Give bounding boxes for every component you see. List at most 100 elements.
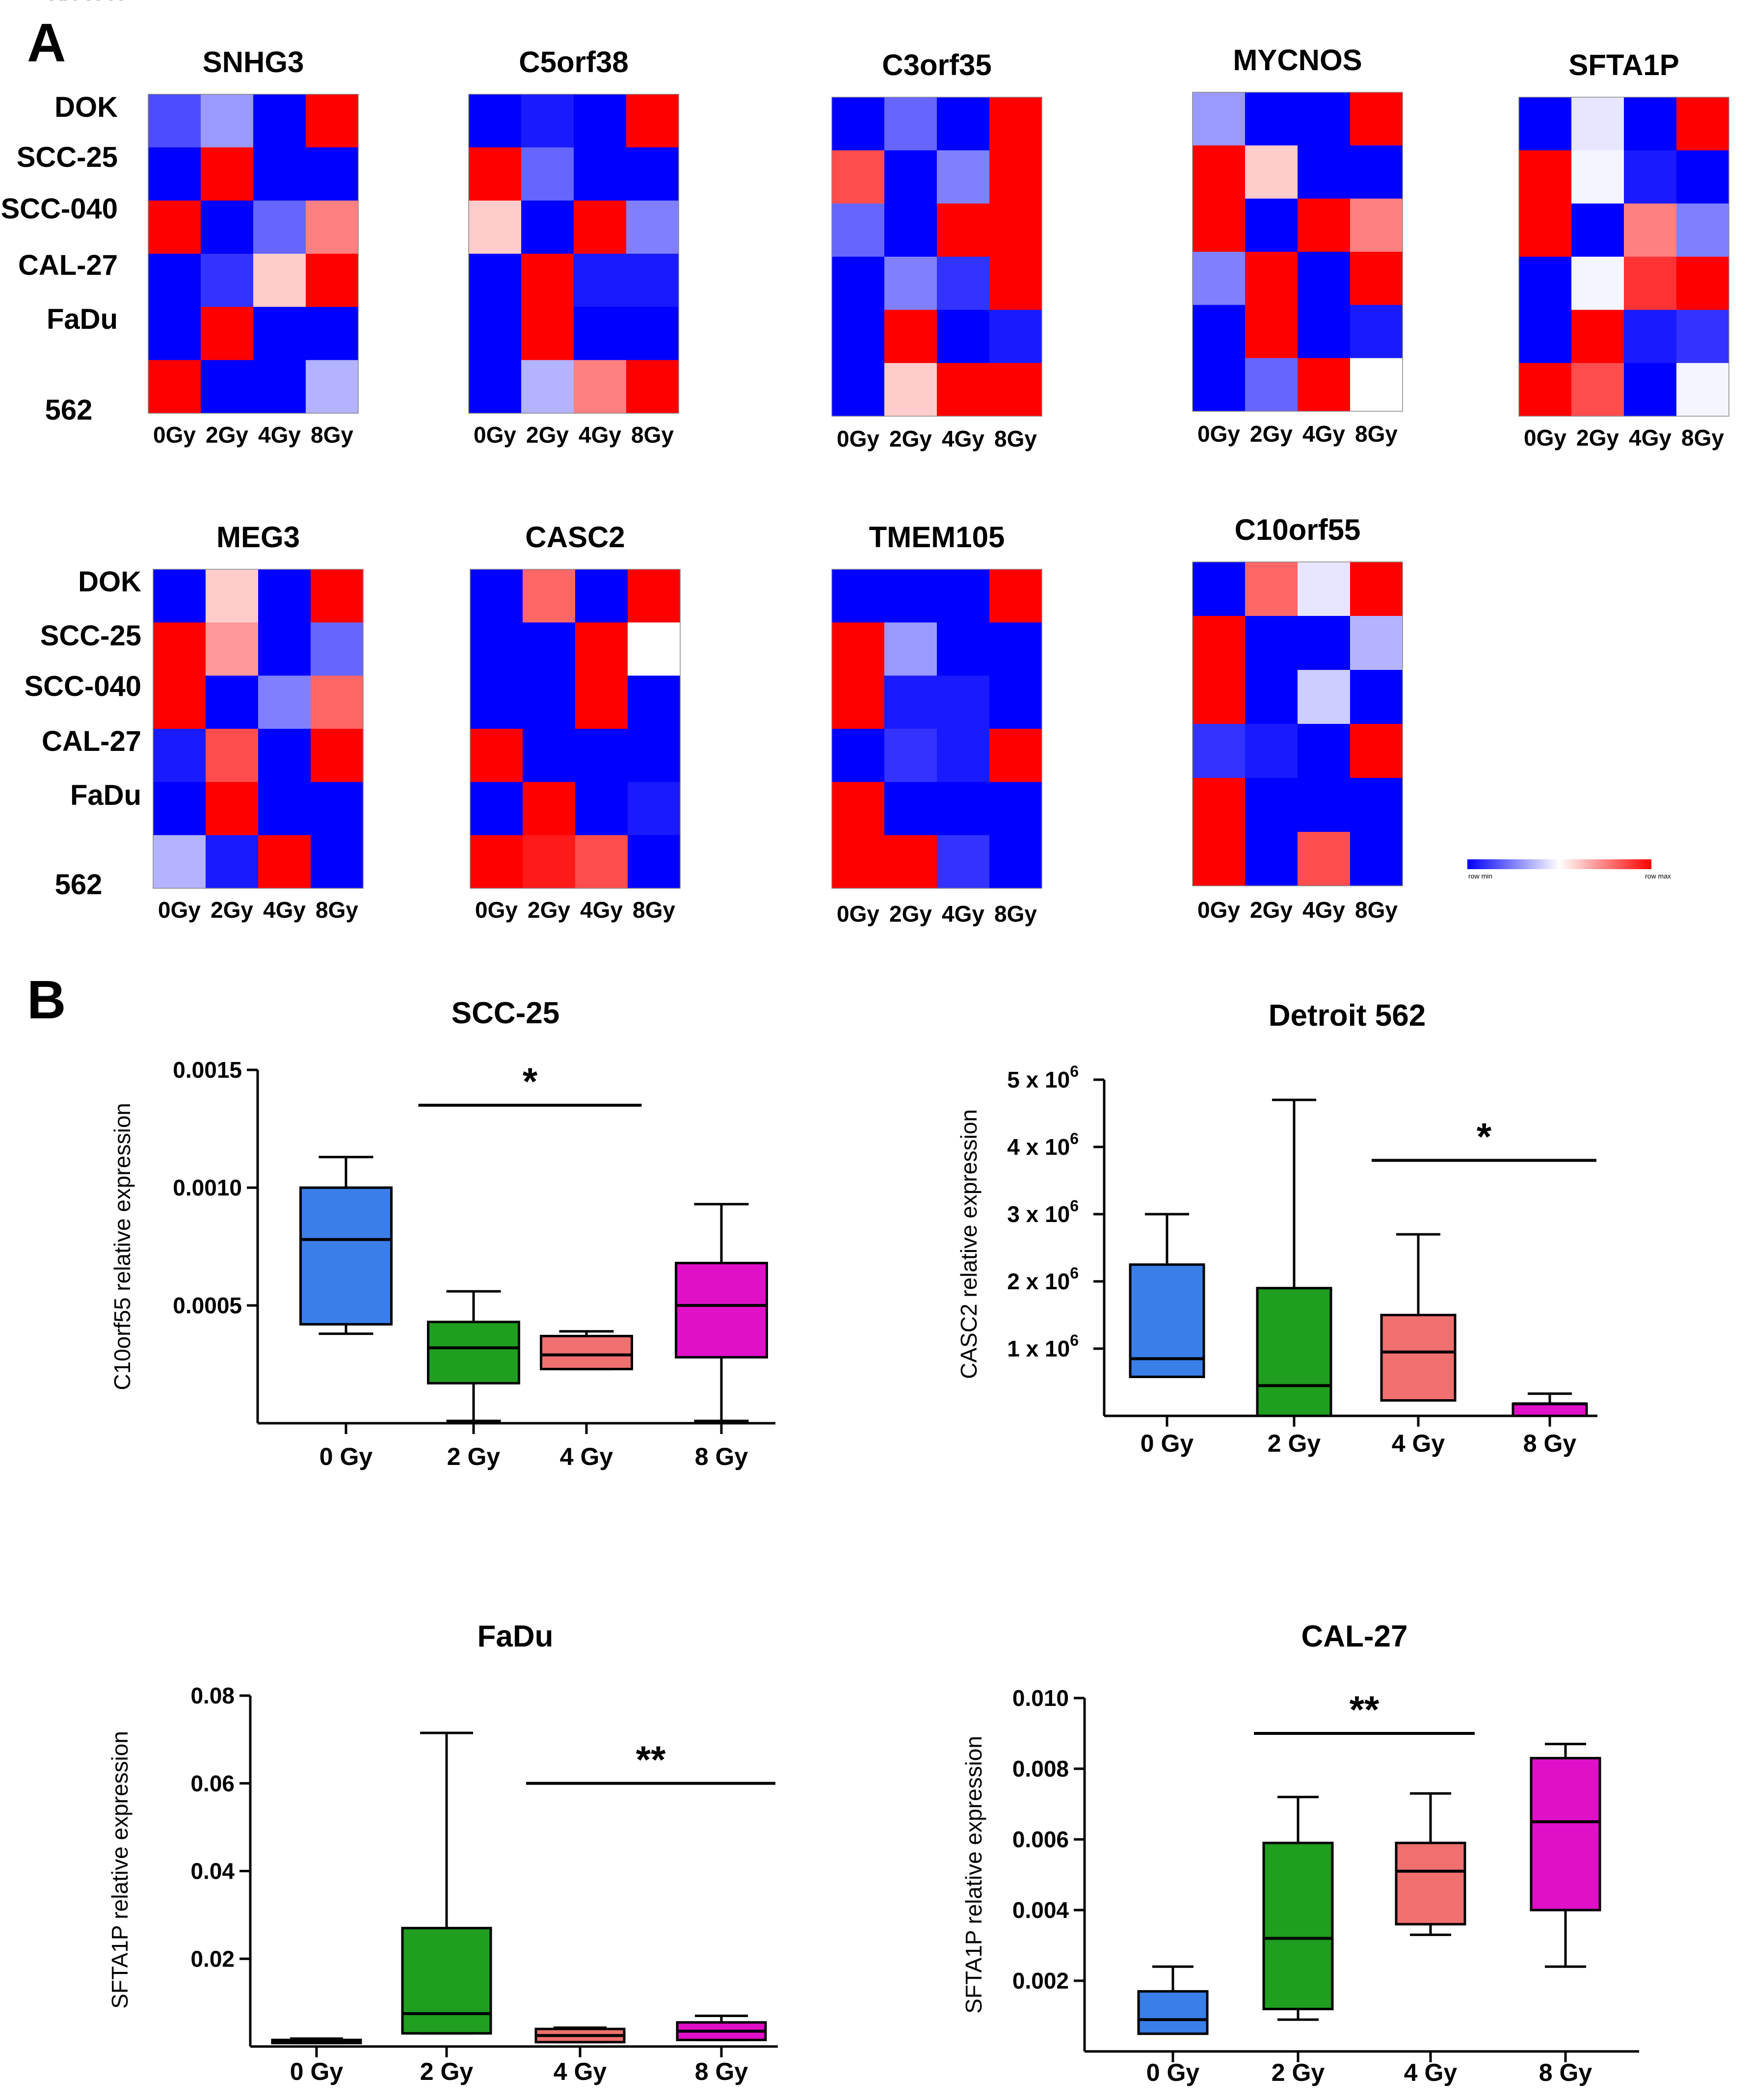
significance-label: ** — [636, 1738, 666, 1781]
heatmap-cell — [1245, 92, 1298, 146]
box-0gy — [1137, 1965, 1209, 2035]
y-tick-label: 0.0005 — [173, 1293, 242, 1318]
box-8gy — [1512, 1392, 1588, 1417]
heatmap-cell — [258, 835, 311, 889]
heatmap-cell — [1624, 150, 1677, 204]
heatmap-cell — [884, 310, 937, 364]
heatmap-cell — [626, 200, 679, 254]
heatmap-cell — [258, 782, 311, 836]
y-tick-exponent: 6 — [1070, 1063, 1079, 1080]
x-category-label: 2 Gy — [420, 2058, 474, 2085]
heatmap-cell — [306, 200, 359, 254]
heatmap-cell — [575, 729, 628, 782]
y-tick-label: 0.010 — [1012, 1685, 1069, 1711]
heatmap-cell — [1676, 257, 1729, 310]
row-label-line: 562 — [55, 869, 103, 901]
heatmap-cell — [937, 363, 990, 417]
heatmap-cell — [206, 622, 259, 676]
heatmap-cell — [884, 203, 937, 257]
heatmap-meg3: MEG3 0Gy 2Gy 4Gy 8Gy DOK SCC-25 SCC-040 CAL-27 Fa… — [24, 0, 364, 923]
panel-label-b: B — [27, 970, 66, 1030]
heatmap-casc2: CASC2 0Gy 2Gy 4Gy 8Gy — [470, 521, 681, 923]
box-2gy — [1262, 1796, 1334, 2021]
heatmap-cell — [832, 203, 885, 257]
heatmap-cell — [1245, 832, 1298, 886]
heatmap-column-label: 8Gy — [633, 897, 675, 923]
heatmap-cell — [1571, 363, 1624, 417]
heatmap-border — [1518, 97, 1729, 417]
heatmap-cell — [1193, 92, 1246, 146]
heatmap-cell — [575, 782, 628, 836]
heatmap-row-label: SCC-040 — [24, 670, 141, 702]
heatmap-column-label: 8Gy — [311, 422, 353, 448]
heatmap-cell — [1676, 310, 1729, 364]
heatmap-cell — [1624, 257, 1677, 310]
heatmap-column-label: 8Gy — [316, 897, 358, 923]
heatmap-mycnos: MYCNOS 0Gy 2Gy 4Gy 8Gy — [1192, 44, 1403, 447]
heatmap-cell — [206, 782, 259, 836]
x-category-label: 0 Gy — [319, 1443, 373, 1470]
heatmap-cell — [937, 257, 990, 310]
heatmap-cell — [1350, 145, 1403, 199]
heatmap-cell — [469, 254, 522, 307]
heatmap-cell — [989, 257, 1042, 310]
heatmap-cell — [258, 569, 311, 623]
heatmap-column-label: 8Gy — [994, 426, 1037, 452]
heatmap-cell — [884, 835, 937, 889]
heatmap-cell — [1350, 198, 1403, 252]
heatmap-cell — [937, 675, 990, 729]
heatmap-cell — [1519, 150, 1572, 204]
heatmap-column-label: 2Gy — [526, 422, 569, 448]
y-tick-label: 4 x 106 — [1007, 1130, 1079, 1160]
heatmap-cell — [306, 147, 359, 201]
heatmap-cell — [1245, 724, 1298, 778]
heatmap-cell — [989, 569, 1042, 623]
heatmap-cell — [989, 310, 1042, 364]
heatmap-row-label: CAL-27 — [18, 249, 118, 281]
boxplot-cal-27: CAL-27 SFTA1P relative expression 0.002 0.0… — [961, 1620, 1639, 2086]
box-iqr — [540, 1334, 633, 1371]
heatmap-cell — [989, 97, 1042, 151]
box-2gy — [1256, 1098, 1332, 1417]
heatmap-c5orf38: C5orf38 0Gy 2Gy 4Gy 8Gy — [468, 46, 679, 448]
heatmap-cell — [1676, 363, 1729, 417]
heatmap-cell — [937, 569, 990, 623]
heatmap-cell — [153, 622, 206, 676]
heatmap-tmem105: TMEM105 0Gy 2Gy 4Gy 8Gy — [831, 521, 1042, 927]
heatmap-cell — [1571, 257, 1624, 310]
heatmap-row-label: Detroit 562 — [23, 0, 115, 426]
heatmap-cell — [311, 569, 364, 623]
heatmap-cell — [201, 254, 254, 307]
heatmap-cell — [1193, 145, 1246, 199]
heatmap-cell — [832, 257, 885, 310]
heatmap-cell — [1298, 832, 1351, 886]
heatmap-cell — [575, 622, 628, 676]
heatmap-cell — [832, 569, 885, 623]
heatmap-cell — [521, 307, 574, 361]
heatmap-border — [831, 97, 1042, 417]
heatmap-cell — [470, 675, 523, 729]
heatmap-cell — [1245, 305, 1298, 359]
heatmap-cell — [1519, 310, 1572, 364]
y-tick-base: 1 x 10 — [1007, 1336, 1070, 1361]
heatmap-c10orf55: C10orf55 0Gy 2Gy 4Gy 8Gy — [1192, 513, 1403, 923]
color-legend: row min row max — [1467, 859, 1671, 880]
box-8gy — [676, 2014, 767, 2042]
heatmap-cell — [937, 150, 990, 204]
heatmap-cell — [937, 203, 990, 257]
heatmap-cell — [469, 94, 522, 148]
box-0gy — [271, 2037, 362, 2045]
heatmap-row-label: FaDu — [47, 303, 118, 335]
heatmap-column-label: 4Gy — [580, 897, 623, 923]
heatmap-cell — [1350, 358, 1403, 412]
heatmap-border — [153, 569, 364, 889]
y-tick-base: 2 x 10 — [1007, 1269, 1070, 1294]
heatmap-title: C5orf38 — [519, 46, 628, 79]
box-2gy — [401, 1731, 492, 2035]
heatmap-cell — [884, 569, 937, 623]
heatmap-cell — [1519, 363, 1572, 417]
heatmap-column-label: 0Gy — [1524, 425, 1566, 451]
heatmap-cell — [1624, 203, 1677, 257]
heatmap-cell — [574, 200, 627, 254]
